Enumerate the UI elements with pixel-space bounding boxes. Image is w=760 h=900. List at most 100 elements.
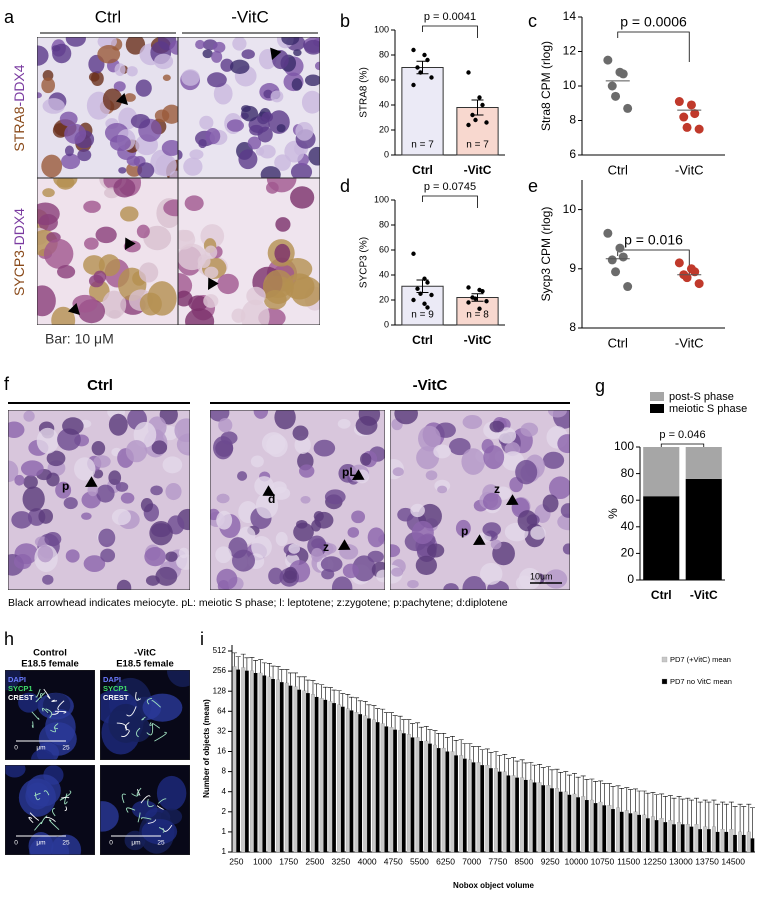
- cell: [163, 199, 178, 217]
- cell: [205, 128, 221, 145]
- chromosome: [136, 789, 141, 796]
- bar: [506, 775, 511, 852]
- n-label: n = 9: [411, 310, 434, 321]
- row-label: SYCP3-DDX4: [11, 208, 27, 296]
- error-bar: [322, 686, 328, 700]
- x-tick-label: 13000: [669, 856, 693, 866]
- cell: [216, 568, 238, 590]
- cell: [250, 455, 264, 468]
- chromosome: [54, 723, 59, 730]
- chromosome: [64, 806, 68, 812]
- cell: [282, 570, 297, 584]
- bar: [306, 693, 310, 852]
- chromosome: [121, 793, 126, 804]
- bar: [428, 743, 432, 852]
- bar: [598, 801, 603, 853]
- column-subtitle: E18.5 female: [116, 659, 174, 670]
- cell: [116, 579, 132, 590]
- cell: [276, 124, 286, 133]
- cell: [57, 264, 76, 279]
- x-tick-label: 7000: [462, 856, 481, 866]
- image-label: p: [461, 524, 468, 538]
- cell: [275, 531, 288, 547]
- chromosome: [48, 819, 60, 830]
- bar: [393, 729, 397, 852]
- cell: [433, 444, 451, 459]
- image-label: μm: [131, 840, 140, 847]
- data-point: [411, 297, 416, 303]
- image-label: μm: [36, 745, 45, 752]
- cell: [241, 105, 251, 113]
- cell: [65, 549, 80, 563]
- arrowhead: [85, 476, 98, 487]
- error-bar: [488, 752, 494, 769]
- data-point: [694, 124, 704, 134]
- arrowhead: [208, 277, 219, 290]
- arrowhead: [125, 237, 136, 250]
- panel-letter: c: [528, 11, 537, 31]
- bar: [401, 733, 406, 852]
- image-label: p: [62, 479, 69, 493]
- error-bar: [423, 726, 429, 741]
- error-bar: [645, 792, 651, 819]
- image-label: 25: [62, 840, 70, 847]
- arrowhead: [352, 469, 365, 480]
- bar: [698, 829, 703, 852]
- bar: [337, 704, 342, 853]
- cell: [98, 528, 116, 548]
- error-bar: [694, 797, 700, 825]
- x-tick-label: 1000: [253, 856, 272, 866]
- error-bar: [566, 774, 572, 795]
- error-bar: [366, 704, 372, 719]
- bar: [445, 751, 450, 852]
- error-bar: [441, 732, 447, 749]
- legend-label: PD7 (+VitC) mean: [670, 655, 731, 664]
- x-tick-label: 3250: [331, 856, 350, 866]
- bar: [293, 686, 298, 853]
- data-point: [415, 65, 420, 70]
- error-bar: [375, 708, 381, 723]
- cell: [43, 238, 74, 269]
- chromosome: [135, 727, 141, 738]
- bar: [642, 814, 647, 853]
- cell: [544, 569, 568, 589]
- error-bar: [345, 694, 351, 709]
- error-bar: [720, 801, 726, 830]
- y-tick-label: 0: [627, 572, 634, 586]
- cell: [220, 431, 238, 445]
- bar: [572, 793, 577, 853]
- cell: [418, 425, 441, 452]
- bar: [236, 669, 241, 852]
- bar-segment: [643, 447, 680, 497]
- bar: [555, 788, 560, 853]
- chromosome: [136, 787, 142, 796]
- error-bar: [732, 806, 738, 835]
- bar: [389, 727, 394, 853]
- error-bar: [610, 786, 616, 810]
- image-label: CREST: [103, 693, 129, 702]
- x-tick-label: 13750: [695, 856, 719, 866]
- cell: [184, 195, 204, 212]
- error-bar: [388, 712, 394, 728]
- y-tick-label: 2: [222, 807, 227, 816]
- bar: [232, 666, 237, 853]
- data-point: [418, 70, 423, 75]
- cell: [290, 276, 320, 307]
- error-bar: [528, 762, 534, 780]
- cell: [548, 410, 567, 418]
- chromosome: [52, 807, 56, 817]
- data-point: [473, 117, 478, 123]
- cell: [73, 457, 96, 481]
- error-bar: [685, 797, 691, 825]
- cell: [162, 456, 183, 474]
- error-bar: [532, 764, 538, 783]
- error-bar: [749, 807, 755, 839]
- y-tick-label: 100: [374, 194, 389, 204]
- error-bar: [676, 796, 682, 823]
- significance-bracket: [422, 25, 478, 38]
- cell: [126, 155, 140, 166]
- data-point: [686, 100, 696, 110]
- error-bar: [741, 806, 747, 835]
- chromosome: [41, 707, 49, 714]
- cell: [216, 510, 233, 530]
